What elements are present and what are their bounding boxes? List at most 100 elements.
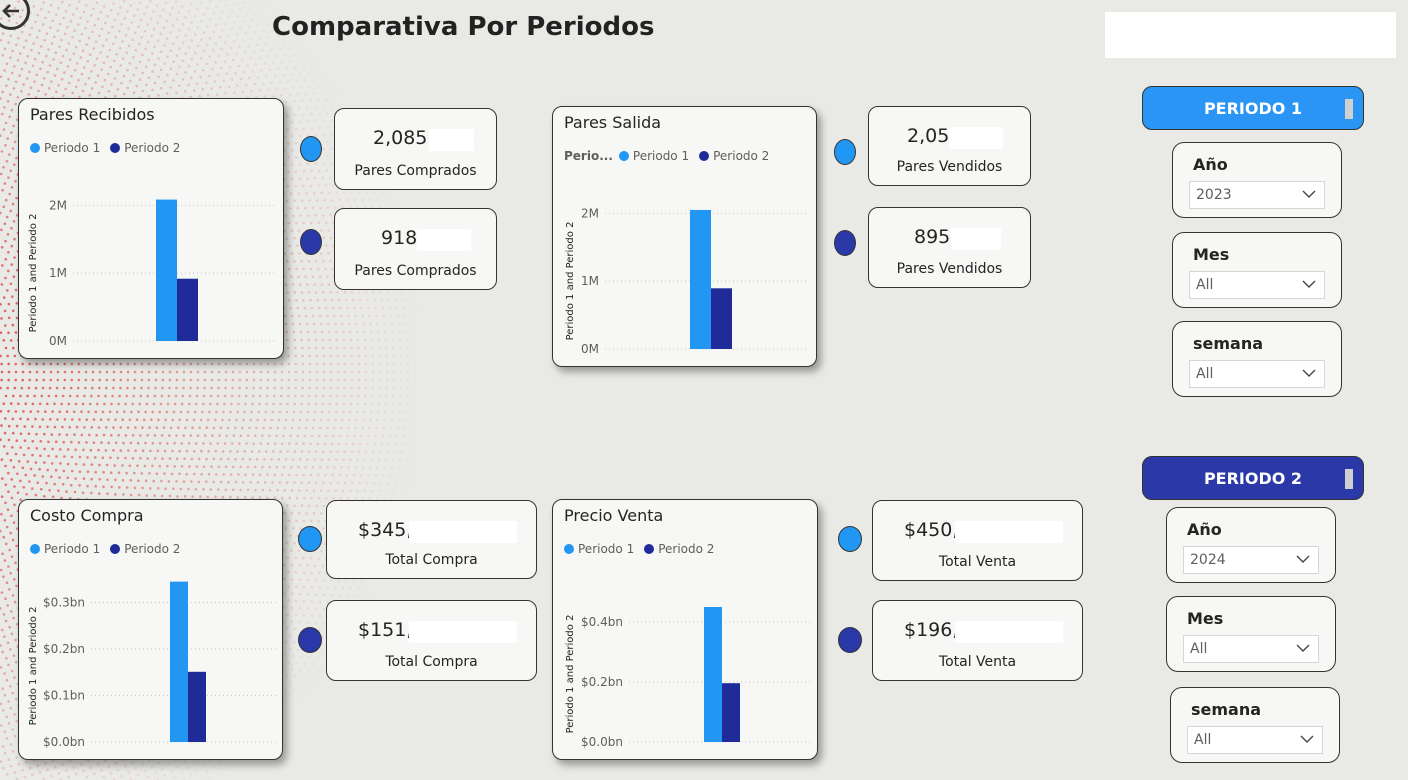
background-dot <box>290 426 294 430</box>
background-dot <box>28 370 32 374</box>
background-dot <box>109 8 113 12</box>
background-dot <box>402 434 406 438</box>
background-dot <box>275 434 278 438</box>
background-dot <box>133 386 136 390</box>
background-dot <box>306 120 310 123</box>
background-dot <box>395 474 399 477</box>
background-dot <box>51 410 54 413</box>
background-dot <box>28 33 32 36</box>
background-dot <box>193 89 196 92</box>
background-dot <box>340 466 343 469</box>
background-dot <box>123 16 127 20</box>
background-dot <box>195 769 199 772</box>
background-dot <box>79 763 83 766</box>
background-dot <box>184 34 187 37</box>
background-dot <box>179 487 183 491</box>
background-dot <box>285 237 289 240</box>
background-dot <box>51 495 55 499</box>
background-dot <box>5 215 9 219</box>
background-dot <box>112 2 115 5</box>
background-dot <box>11 538 15 542</box>
background-dot <box>124 434 128 437</box>
background-dot <box>402 306 406 310</box>
background-dot <box>318 466 322 469</box>
background-dot <box>294 394 297 398</box>
background-dot <box>152 27 156 31</box>
background-dot <box>209 394 213 398</box>
background-dot <box>296 46 299 49</box>
background-dot <box>309 556 313 560</box>
background-dot <box>302 473 306 477</box>
background-dot <box>85 775 89 779</box>
background-dot <box>302 675 306 679</box>
background-dot <box>80 433 84 437</box>
background-dot <box>370 330 373 334</box>
background-dot <box>286 80 290 83</box>
background-dot <box>68 58 72 61</box>
background-dot <box>244 402 247 406</box>
background-dot <box>198 426 201 430</box>
background-dot <box>150 34 153 38</box>
background-dot <box>0 644 2 647</box>
background-dot <box>13 734 17 738</box>
background-dot <box>300 338 304 342</box>
background-dot <box>36 481 39 485</box>
background-dot <box>292 330 296 334</box>
background-dot <box>154 771 157 775</box>
background-dot <box>313 458 317 461</box>
background-dot <box>329 162 333 165</box>
background-dot <box>21 370 25 374</box>
background-dot <box>347 466 351 469</box>
background-dot <box>299 330 303 334</box>
background-dot <box>70 362 74 366</box>
background-dot <box>153 394 157 398</box>
background-dot <box>247 44 250 48</box>
background-dot <box>302 221 306 225</box>
background-dot <box>320 191 324 195</box>
background-dot <box>7 663 10 667</box>
background-dot <box>356 458 359 461</box>
background-dot <box>5 525 9 529</box>
background-dot <box>202 31 206 34</box>
background-dot <box>343 386 347 390</box>
background-dot <box>286 394 290 398</box>
background-dot <box>154 370 158 374</box>
background-dot <box>209 488 213 491</box>
background-dot <box>311 426 315 430</box>
background-dot <box>83 426 86 429</box>
background-dot <box>9 339 13 342</box>
background-dot <box>227 480 230 484</box>
background-dot <box>0 386 2 390</box>
background-dot <box>152 402 156 406</box>
background-dot <box>302 442 305 445</box>
background-dot <box>45 54 48 58</box>
background-dot <box>153 457 157 460</box>
background-dot <box>338 594 341 597</box>
background-dot <box>133 378 137 382</box>
background-dot <box>98 362 102 366</box>
background-dot <box>48 489 51 492</box>
background-dot <box>79 16 82 20</box>
background-dot <box>193 14 197 18</box>
background-dot <box>5 62 9 66</box>
background-dot <box>391 410 394 414</box>
background-dot <box>12 466 16 469</box>
background-dot <box>310 127 314 130</box>
background-dot <box>58 22 62 26</box>
background-dot <box>318 314 322 318</box>
background-dot <box>12 346 15 350</box>
background-dot <box>175 72 179 76</box>
background-dot <box>1 709 5 712</box>
background-dot <box>119 362 123 366</box>
background-dot <box>33 474 36 477</box>
background-dot <box>329 450 332 453</box>
background-dot <box>166 464 169 468</box>
background-dot <box>133 31 137 35</box>
background-dot <box>65 433 69 437</box>
background-dot <box>284 214 288 218</box>
background-dot <box>371 378 375 382</box>
background-dot <box>290 314 294 318</box>
background-dot <box>251 402 254 406</box>
background-dot <box>286 450 290 453</box>
background-dot <box>234 480 238 484</box>
